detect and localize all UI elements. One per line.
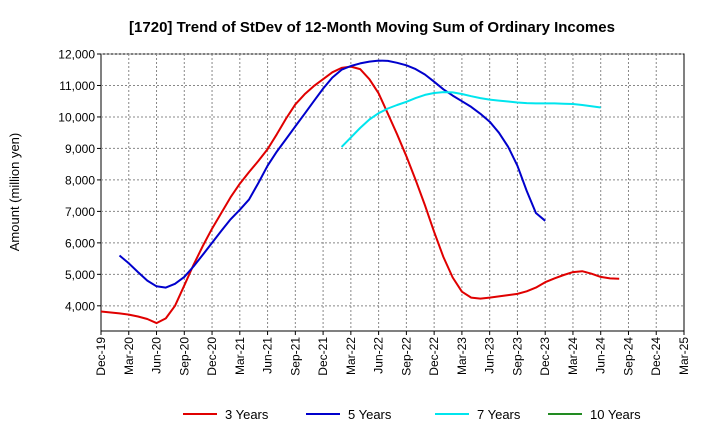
y-tick-label: 7,000 <box>65 205 95 219</box>
legend-label-5-years: 5 Years <box>348 407 392 422</box>
x-tick-label: Dec-22 <box>427 337 441 376</box>
x-tick-label: Sep-23 <box>510 337 524 376</box>
x-tick-label: Sep-20 <box>177 337 191 376</box>
x-tick-label: Dec-24 <box>649 337 663 376</box>
x-tick-label: Dec-21 <box>316 337 330 376</box>
legend-label-10-years: 10 Years <box>590 407 641 422</box>
x-tick-label: Mar-25 <box>677 337 691 375</box>
legend: 3 Years 5 Years 7 Years 10 Years <box>183 407 641 422</box>
series-layer <box>100 59 620 325</box>
x-tick-label: Jun-22 <box>372 337 386 374</box>
y-axis-label: Amount (million yen) <box>7 133 22 252</box>
y-tick-label: 11,000 <box>59 79 95 93</box>
y-tick-label: 4,000 <box>65 299 95 313</box>
y-tick-label: 8,000 <box>65 173 95 187</box>
y-tick-label: 6,000 <box>65 236 95 250</box>
x-tick-label: Jun-24 <box>594 337 608 374</box>
legend-label-3-years: 3 Years <box>225 407 269 422</box>
plot-area <box>100 53 685 332</box>
y-tick-label: 12,000 <box>58 48 95 62</box>
x-tick-label: Sep-22 <box>399 337 413 376</box>
x-tick-label: Mar-20 <box>122 337 136 375</box>
x-tick-label: Dec-19 <box>94 337 108 376</box>
x-tick-label: Mar-22 <box>344 337 358 375</box>
legend-label-7-years: 7 Years <box>477 407 521 422</box>
series-line-3-years <box>100 65 620 325</box>
x-tick-label: Jun-21 <box>261 337 275 374</box>
y-tick-label: 9,000 <box>65 142 95 156</box>
series-line-5-years <box>118 59 546 289</box>
y-tick-label: 5,000 <box>65 268 95 282</box>
x-tick-label: Jun-23 <box>483 337 497 374</box>
x-tick-label: Sep-24 <box>621 337 635 376</box>
y-tick-label: 10,000 <box>58 110 95 124</box>
x-tick-label: Mar-24 <box>566 337 580 375</box>
tick-layer: 4,000 5,000 6,000 7,000 8,000 9,000 10,000 11,0… <box>58 48 691 376</box>
x-tick-label: Dec-20 <box>205 337 219 376</box>
grid-layer <box>101 53 684 331</box>
series-line-7-years <box>340 91 601 148</box>
x-tick-label: Jun-20 <box>150 337 164 374</box>
x-tick-label: Dec-23 <box>538 337 552 376</box>
x-tick-label: Sep-21 <box>288 337 302 376</box>
chart-title: [1720] Trend of StDev of 12-Month Moving… <box>129 19 615 36</box>
x-tick-label: Mar-21 <box>233 337 247 375</box>
x-tick-label: Mar-23 <box>455 337 469 375</box>
